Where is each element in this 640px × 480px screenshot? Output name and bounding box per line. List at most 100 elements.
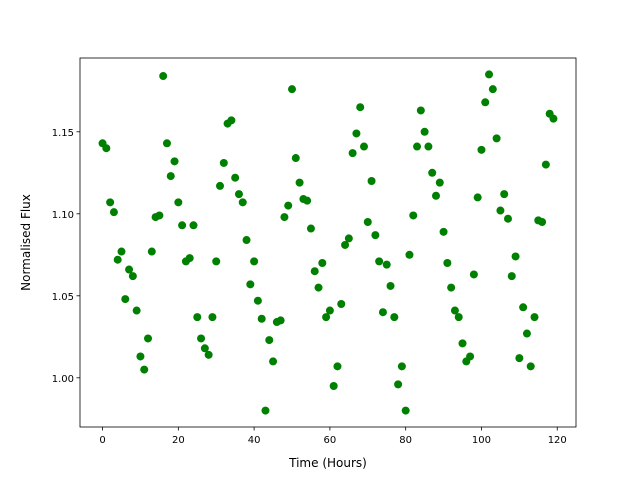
point bbox=[128, 272, 137, 281]
point bbox=[121, 295, 130, 304]
point bbox=[477, 145, 486, 154]
point bbox=[378, 308, 387, 317]
point bbox=[424, 142, 433, 151]
point bbox=[227, 116, 236, 125]
point bbox=[185, 254, 194, 263]
x-tick-label: 80 bbox=[399, 435, 412, 446]
point bbox=[208, 313, 217, 322]
point bbox=[257, 314, 266, 323]
point bbox=[231, 173, 240, 182]
point bbox=[450, 306, 459, 315]
point bbox=[386, 281, 395, 290]
point bbox=[549, 114, 558, 123]
y-tick-label: 1.15 bbox=[52, 128, 74, 139]
point bbox=[481, 98, 490, 107]
point bbox=[310, 267, 319, 276]
point bbox=[102, 144, 111, 153]
point bbox=[170, 157, 179, 166]
point bbox=[147, 247, 156, 256]
point bbox=[530, 313, 539, 322]
point bbox=[526, 362, 535, 371]
point bbox=[219, 158, 228, 167]
point bbox=[234, 190, 243, 199]
x-tick-label: 40 bbox=[248, 435, 261, 446]
y-axis-label: Normalised Flux bbox=[19, 194, 33, 291]
point bbox=[454, 313, 463, 322]
point bbox=[303, 196, 312, 205]
point bbox=[117, 247, 126, 256]
point bbox=[538, 218, 547, 226]
point bbox=[238, 198, 247, 207]
point bbox=[371, 231, 380, 240]
point bbox=[276, 316, 285, 325]
point bbox=[253, 296, 262, 305]
x-tick-label: 0 bbox=[99, 435, 105, 446]
point bbox=[466, 352, 475, 361]
point bbox=[109, 208, 118, 217]
x-tick-label: 120 bbox=[548, 435, 567, 446]
point bbox=[265, 336, 274, 345]
point bbox=[413, 142, 422, 151]
point bbox=[447, 283, 456, 292]
point bbox=[314, 283, 323, 292]
point bbox=[162, 139, 171, 148]
point bbox=[382, 260, 391, 269]
y-tick-label: 1.05 bbox=[52, 292, 74, 303]
point bbox=[337, 300, 346, 308]
point bbox=[189, 221, 198, 230]
point bbox=[541, 160, 550, 169]
point bbox=[178, 221, 187, 230]
point bbox=[488, 85, 497, 94]
point bbox=[341, 240, 350, 249]
y-tick-label: 1.00 bbox=[52, 374, 74, 385]
point bbox=[394, 380, 403, 389]
point bbox=[416, 106, 425, 115]
point bbox=[132, 306, 141, 315]
point bbox=[363, 218, 372, 226]
point bbox=[322, 313, 331, 322]
point bbox=[507, 272, 516, 281]
point bbox=[503, 214, 512, 223]
point bbox=[359, 142, 368, 151]
point bbox=[375, 257, 384, 266]
point bbox=[125, 265, 134, 274]
point bbox=[325, 306, 334, 315]
point bbox=[435, 178, 444, 187]
point bbox=[269, 357, 278, 366]
point bbox=[140, 365, 149, 374]
point bbox=[344, 234, 353, 243]
point bbox=[197, 334, 206, 343]
point bbox=[352, 129, 361, 138]
x-tick-label: 60 bbox=[324, 435, 337, 446]
point bbox=[212, 257, 221, 266]
y-tick-label: 1.10 bbox=[52, 210, 74, 221]
point bbox=[291, 154, 300, 163]
point bbox=[242, 236, 251, 245]
point bbox=[216, 181, 225, 190]
point bbox=[515, 354, 524, 363]
point bbox=[261, 406, 270, 415]
point bbox=[496, 206, 505, 215]
point bbox=[250, 257, 259, 266]
plot-frame bbox=[79, 57, 577, 428]
point bbox=[439, 227, 448, 236]
point bbox=[166, 172, 175, 181]
point bbox=[492, 134, 501, 143]
point bbox=[288, 85, 297, 94]
point bbox=[200, 344, 209, 353]
point bbox=[500, 190, 509, 199]
point bbox=[405, 250, 414, 259]
point bbox=[511, 252, 520, 261]
point bbox=[431, 191, 440, 200]
point bbox=[348, 149, 357, 158]
point bbox=[522, 329, 531, 338]
point bbox=[356, 103, 365, 112]
point bbox=[155, 211, 164, 220]
point bbox=[409, 211, 418, 220]
point bbox=[485, 70, 494, 79]
point bbox=[458, 339, 467, 348]
point bbox=[333, 362, 342, 371]
x-tick-label: 100 bbox=[472, 435, 491, 446]
x-tick-label: 20 bbox=[172, 435, 185, 446]
